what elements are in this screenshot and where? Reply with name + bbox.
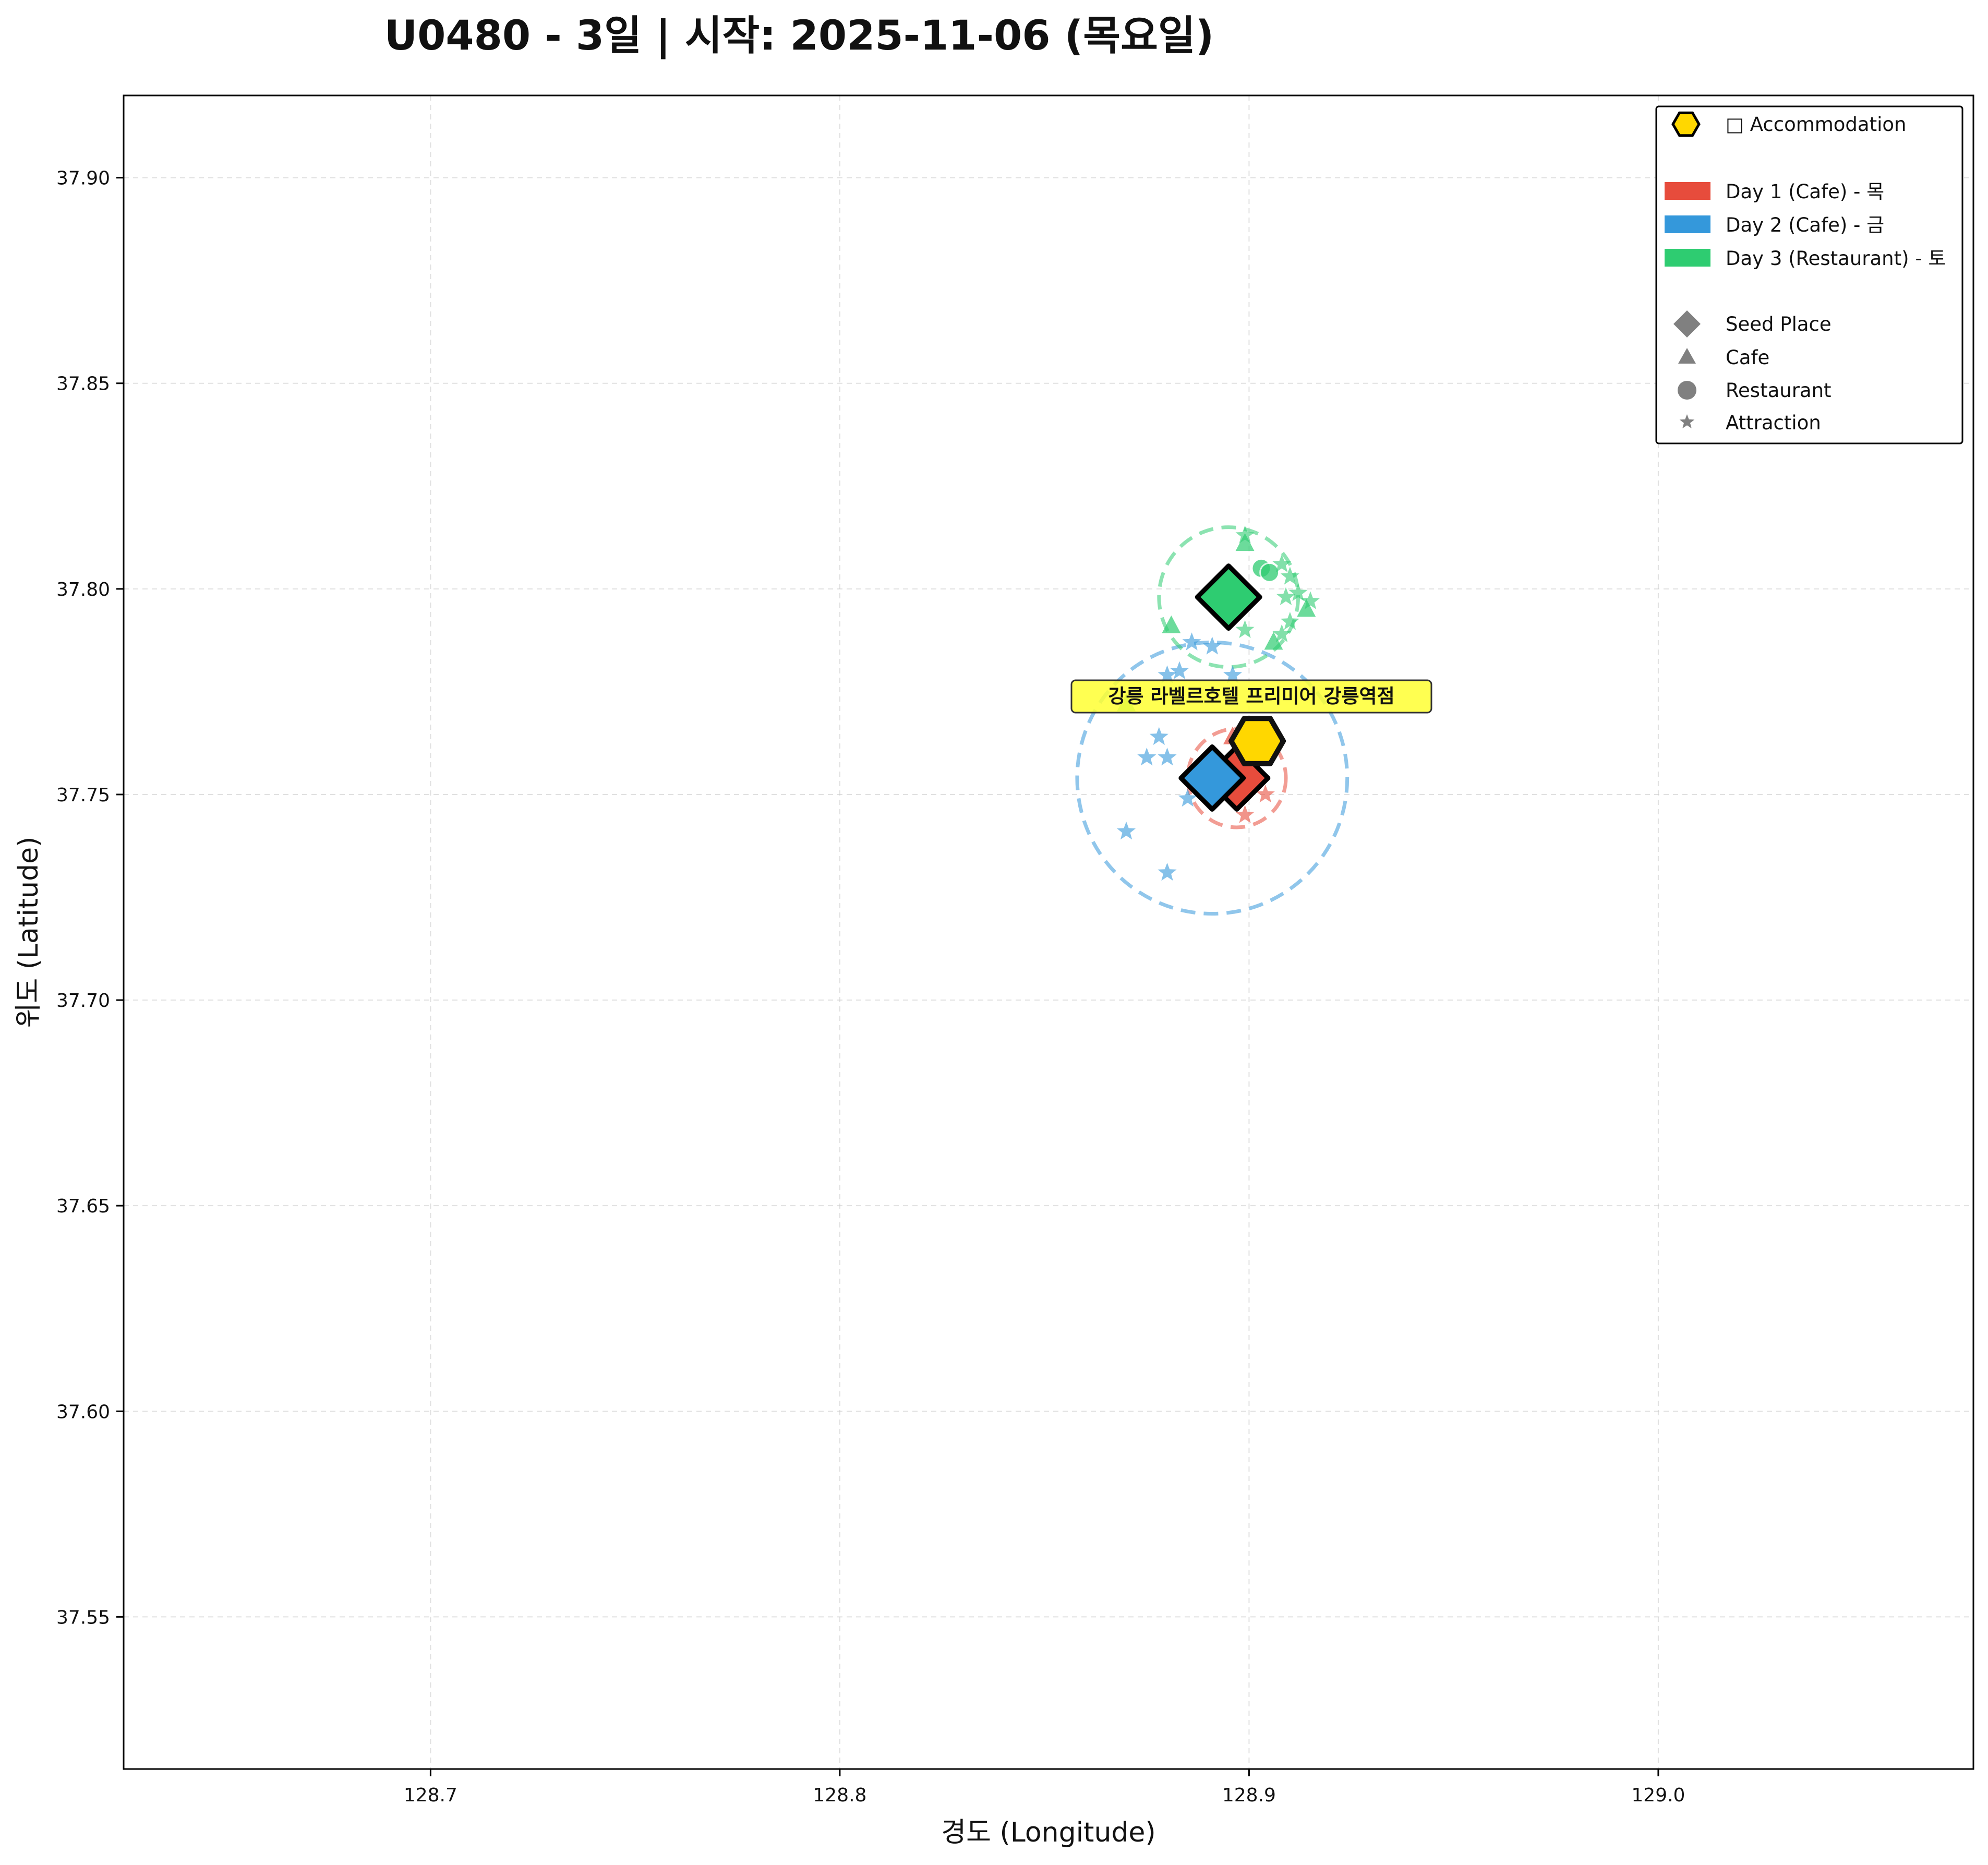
day3-attraction-point (1272, 554, 1292, 572)
y-tick-label: 37.90 (56, 168, 110, 189)
day3-cafe-point (1264, 632, 1283, 650)
y-tick-label: 37.85 (56, 374, 110, 395)
day3-attraction-point (1235, 620, 1255, 638)
legend-accommodation-marker (1671, 111, 1701, 137)
day3-attraction-point (1301, 591, 1320, 609)
day3-attraction-point (1280, 611, 1299, 630)
day3-seed-marker (1195, 563, 1262, 631)
day1-attraction-point (1235, 805, 1255, 823)
legend-box (1655, 105, 1963, 444)
x-tick-label: 128.7 (404, 1785, 457, 1806)
legend-seed-diamond-icon (1673, 310, 1701, 338)
legend-attraction-label: Attraction (1726, 412, 1821, 434)
day3-cafe-point (1235, 533, 1255, 551)
tick-layer: 128.7 128.8 128.9 129.0 37.55 37.60 37.65 37.70… (56, 168, 1685, 1806)
day3-attraction-point (1272, 624, 1292, 642)
accommodation-name-label: 강릉 라벨르호텔 프리미어 강릉역점 (1108, 685, 1394, 707)
day2-attraction-point (1158, 748, 1177, 766)
y-tick-label: 37.65 (56, 1196, 110, 1217)
y-tick-label: 37.80 (56, 579, 110, 600)
legend-day1-label: Day 1 (Cafe) - 목 (1726, 181, 1884, 203)
legend-day1-swatch (1665, 182, 1710, 200)
day3-attraction-point (1280, 567, 1299, 585)
accommodation-annotation-box (1070, 679, 1432, 714)
accommodation-annotation: 강릉 라벨르호텔 프리미어 강릉역점 (1070, 679, 1432, 714)
accommodation-marker (1228, 716, 1286, 766)
day3-attraction-point (1288, 583, 1308, 601)
legend-cafe-triangle-icon (1678, 348, 1696, 364)
legend-day2-label: Day 2 (Cafe) - 금 (1726, 214, 1884, 236)
legend-accommodation-label: □ Accommodation (1726, 113, 1906, 136)
y-tick-label: 37.75 (56, 785, 110, 806)
day2-attraction-point (1170, 661, 1189, 679)
day2-seed-marker (1178, 744, 1246, 812)
legend-cafe-label: Cafe (1726, 346, 1769, 369)
day2-attraction-point (1182, 632, 1201, 651)
day3-cafe-point (1297, 599, 1316, 617)
legend-hexagon-icon (1671, 111, 1701, 137)
day2-attraction-point (1202, 636, 1222, 655)
seed-layer (1178, 563, 1271, 812)
x-tick-label: 129.0 (1631, 1785, 1685, 1806)
day3-attraction-point (1276, 587, 1296, 605)
y-axis-label: 위도 (Latitude) (13, 837, 44, 1028)
day2-attraction-point (1178, 788, 1197, 807)
legend-day3-swatch (1665, 249, 1710, 267)
day2-attraction-point (1149, 727, 1168, 745)
x-tick-label: 128.8 (813, 1785, 866, 1806)
accommodation-layer (1228, 716, 1286, 766)
day2-attraction-point (1158, 665, 1177, 683)
day2-attraction-point (1137, 748, 1156, 766)
day2-attraction-point (1223, 665, 1243, 683)
legend-restaurant-label: Restaurant (1726, 379, 1832, 402)
x-axis-label: 경도 (Longitude) (941, 1817, 1155, 1848)
day3-cafe-point (1162, 615, 1181, 633)
legend-star-shape (1679, 414, 1695, 429)
day3-restaurant-point (1259, 562, 1280, 583)
day2-attraction-point (1158, 862, 1177, 881)
x-tick-label: 128.9 (1222, 1785, 1276, 1806)
legend-day2-swatch (1665, 215, 1710, 233)
legend-attraction-star-icon (1679, 414, 1695, 429)
legend-seed-label: Seed Place (1726, 313, 1832, 335)
legend-day3-label: Day 3 (Restaurant) - 토 (1726, 247, 1946, 270)
y-tick-label: 37.55 (56, 1607, 110, 1628)
y-tick-label: 37.60 (56, 1401, 110, 1423)
legend: □ Accommodation Day 1 (Cafe) - 목 Day 2 (… (1655, 105, 1963, 444)
legend-restaurant-circle-icon (1678, 381, 1696, 400)
chart-title: U0480 - 3일 | 시작: 2025-11-06 (목요일) (384, 13, 1214, 59)
day2-radius-circle (1075, 640, 1350, 916)
day2-attraction-point (1117, 821, 1136, 840)
plot-frame (123, 94, 1974, 1770)
y-tick-label: 37.70 (56, 990, 110, 1012)
day1-attraction-point (1256, 785, 1275, 803)
